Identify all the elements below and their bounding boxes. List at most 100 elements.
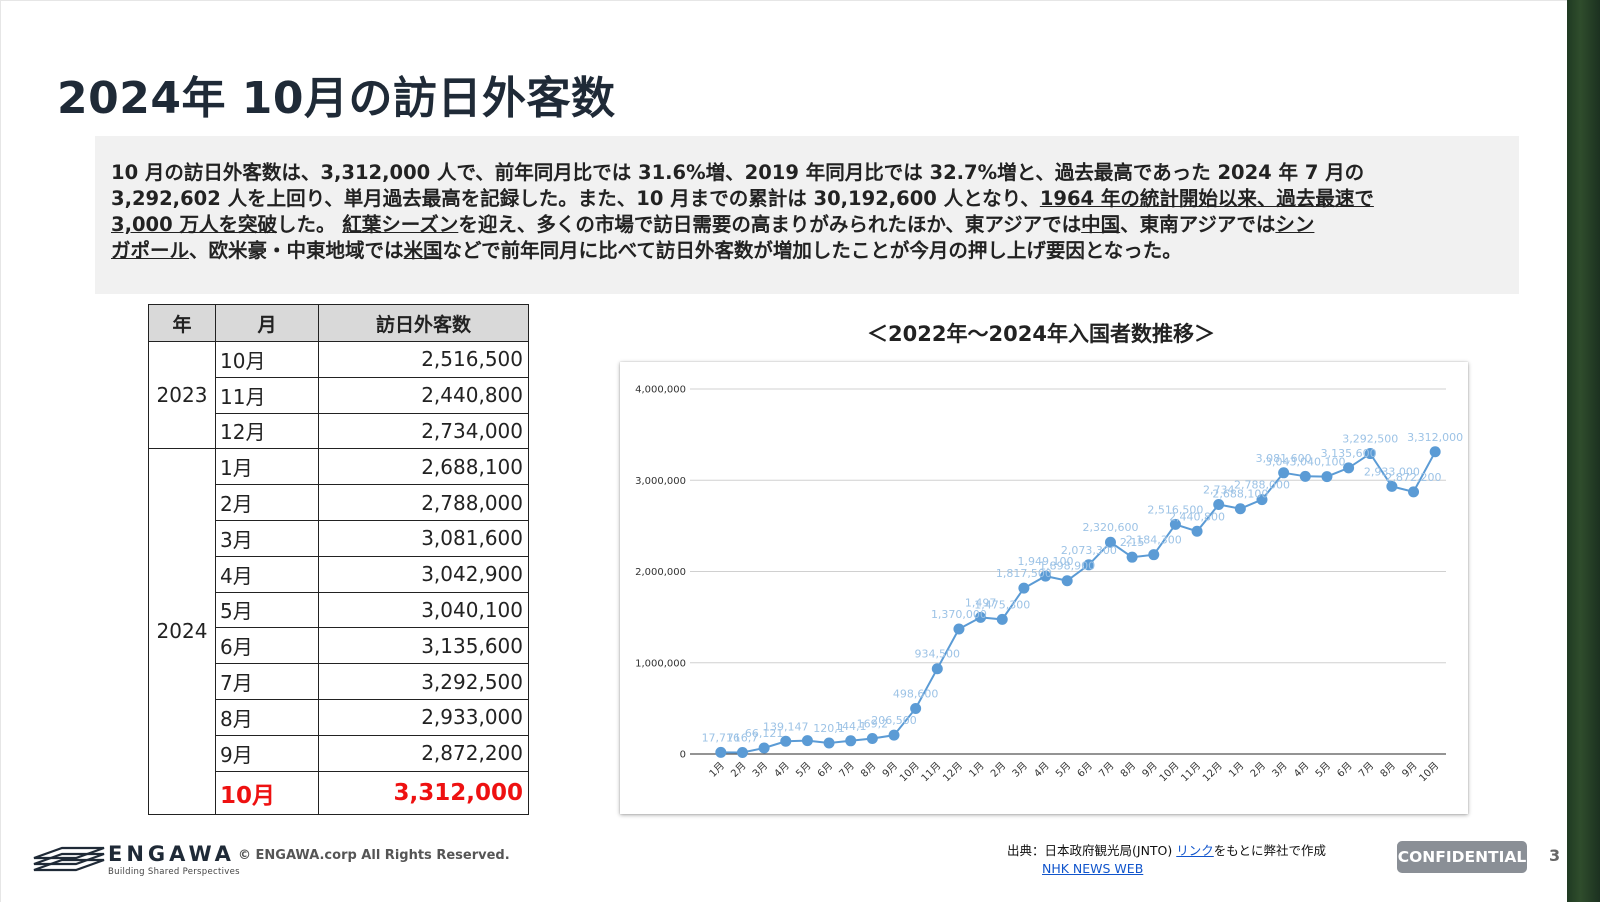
data-label: 1,370,000 [931, 608, 987, 621]
data-point [866, 732, 878, 744]
y-tick-label: 1,000,000 [635, 658, 686, 669]
data-point [1256, 494, 1268, 506]
data-label: 2,320,600 [1082, 521, 1138, 534]
data-point [1343, 462, 1355, 474]
value-cell: 2,440,800 [318, 376, 529, 414]
value-cell: 3,292,500 [318, 663, 529, 700]
data-label: 3,292,500 [1342, 433, 1398, 446]
data-point [1083, 559, 1095, 571]
data-label: 1,497 [965, 596, 997, 609]
logo-wordmark: ENGAWA [108, 842, 235, 866]
data-label: 2,688,100 [1212, 488, 1268, 501]
month-cell: 2月 [215, 484, 319, 521]
header-visitors: 訪日外客数 [318, 304, 529, 342]
summary-box [95, 136, 1519, 294]
data-point [758, 742, 770, 754]
header-month: 月 [215, 304, 319, 342]
data-point [780, 735, 792, 747]
month-cell-highlight: 10月 [215, 770, 319, 815]
x-tick-label: 10月 [1157, 760, 1182, 785]
copyright-text: © ENGAWA.corp All Rights Reserved. [238, 848, 510, 863]
source-suffix: をもとに弊社で作成 [1213, 843, 1327, 858]
line-chart-card: 0 1,000,000 2,000,000 3,000,000 4,000,000 1月 2… [620, 362, 1468, 814]
value-cell: 3,081,600 [318, 519, 529, 557]
x-tick-label: 7月 [1356, 760, 1376, 780]
y-tick-label: 2,000,000 [635, 567, 686, 578]
y-tick-label: 0 [680, 750, 686, 761]
underlined-phrase: ガポール [111, 239, 190, 262]
data-label: 2,734 [1203, 484, 1235, 497]
year-cell: 2023 [148, 340, 216, 450]
x-tick-label: 12月 [1200, 760, 1225, 785]
visitor-table: 年 月 訪日外客数 2023 10月 2,516,500 11月 2,440,8… [148, 304, 529, 815]
data-point [845, 735, 857, 747]
value-cell: 2,788,000 [318, 484, 529, 521]
month-cell: 6月 [215, 627, 319, 665]
underlined-phrase: 紅葉シーズン [342, 213, 459, 236]
source-prefix: 出典：日本政府観光局(JNTO) [1007, 843, 1177, 858]
x-tick-label: 8月 [1378, 760, 1398, 780]
data-point [1213, 499, 1225, 511]
table-row: 2023 10月 2,516,500 [148, 340, 529, 450]
engawa-logo-icon [33, 846, 105, 872]
data-label: 2,440,800 [1169, 510, 1225, 523]
highlight-row: 10月 3,312,000 [149, 770, 529, 815]
table-row: 6月 3,135,600 [149, 627, 529, 665]
underlined-phrase: 米国 [403, 239, 443, 262]
value-cell-highlight: 3,312,000 [318, 770, 529, 815]
month-cell: 12月 [215, 412, 319, 450]
table-row: 5月 3,040,100 [149, 591, 529, 629]
year-cell: 2024 [148, 448, 216, 815]
x-tick-label: 5月 [1053, 760, 1073, 780]
nhk-news-link[interactable]: NHK NEWS WEB [1042, 861, 1144, 876]
table-row: 9月 2,872,200 [149, 734, 529, 772]
table-row: 2024 1月 2,688,100 [148, 448, 529, 815]
data-label: 144,1 [835, 720, 867, 733]
confidential-badge: CONFIDENTIAL [1397, 841, 1527, 873]
data-point [715, 746, 727, 758]
data-label: 2,184,300 [1126, 534, 1182, 547]
x-tick-label: 11月 [1179, 760, 1204, 785]
month-cell: 3月 [215, 519, 319, 557]
summary-line: を迎え、多くの市場で訪日需要の高まりがみられたほか、東アジアでは [458, 213, 1082, 236]
x-tick-label: 1月 [1226, 760, 1246, 780]
x-tick-label: 6月 [1075, 760, 1095, 780]
table-header-row: 年 月 訪日外客数 [148, 304, 529, 342]
data-point [1169, 518, 1181, 530]
value-cell: 2,872,200 [318, 734, 529, 772]
table-row: 3月 3,081,600 [149, 519, 529, 557]
data-point [1148, 549, 1160, 561]
x-tick-label: 6月 [815, 760, 835, 780]
data-point [910, 703, 922, 715]
table-row: 2月 2,788,000 [149, 484, 529, 521]
jnto-link[interactable]: リンク [1176, 843, 1214, 858]
data-point [1018, 582, 1030, 594]
table-row: 7月 3,292,500 [149, 663, 529, 700]
summary-line: 、東南アジアでは [1120, 213, 1276, 236]
data-point [1126, 551, 1138, 563]
data-point [975, 611, 987, 623]
logo-tagline: Building Shared Perspectives [108, 867, 240, 877]
data-point [1234, 503, 1246, 515]
x-tick-label: 10月 [1417, 760, 1442, 785]
data-point [1364, 448, 1376, 460]
data-point [1191, 525, 1203, 537]
data-point [1321, 471, 1333, 483]
x-tick-label: 4月 [1032, 760, 1052, 780]
value-cell: 3,040,100 [318, 591, 529, 629]
y-tick-label: 3,000,000 [635, 476, 686, 487]
x-tick-label: 5月 [793, 760, 813, 780]
x-tick-label: 11月 [919, 760, 944, 785]
x-tick-label: 4月 [772, 760, 792, 780]
data-point [1386, 480, 1398, 492]
data-label: 3,312,000 [1407, 431, 1463, 444]
underlined-phrase: シン [1275, 213, 1315, 236]
summary-line: 10 月の訪日外客数は、3,312,000 人で、前年同月比では 31.6%増、… [111, 161, 1365, 184]
x-tick-label: 10月 [897, 760, 922, 785]
summary-line: 、欧米豪・中東地域では [189, 239, 404, 262]
x-tick-label: 1月 [707, 760, 727, 780]
x-tick-label: 8月 [1118, 760, 1138, 780]
data-point [996, 613, 1008, 625]
data-point [1061, 575, 1073, 587]
